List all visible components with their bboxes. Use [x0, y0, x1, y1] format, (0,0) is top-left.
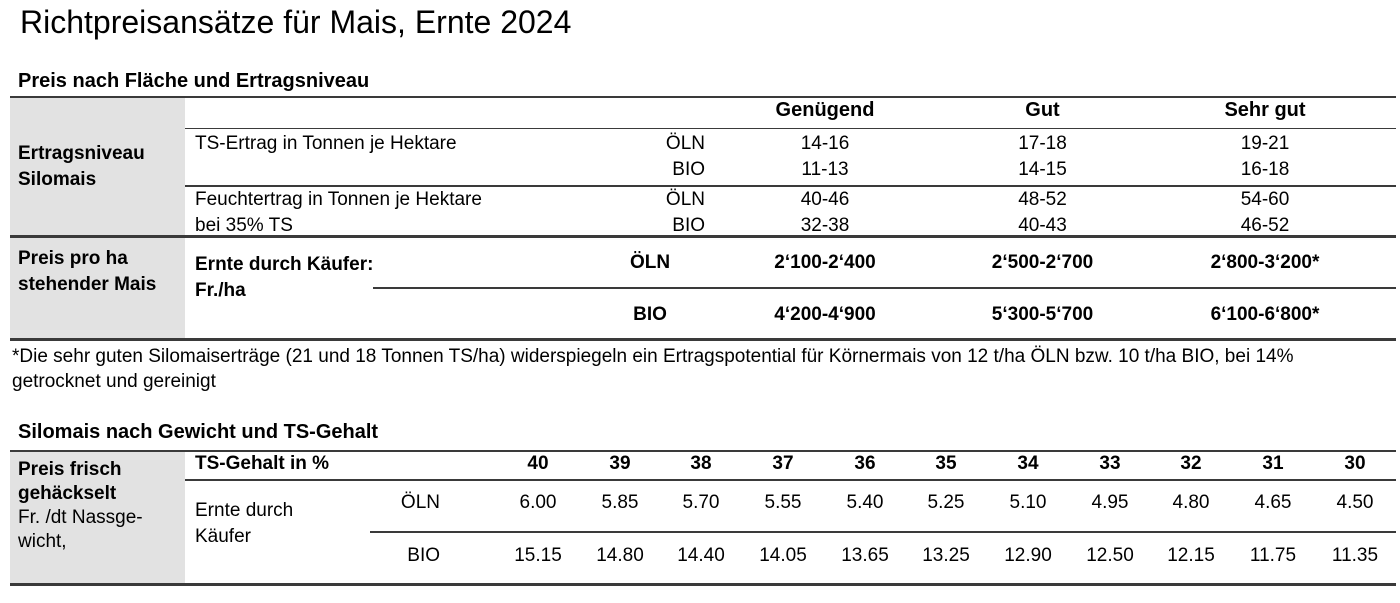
- table-cell: 4.50: [1336, 492, 1374, 513]
- page-title: Richtpreisansätze für Mais, Ernte 2024: [20, 4, 572, 40]
- table-cell: 14.80: [596, 545, 644, 566]
- table-cell: 11.35: [1331, 545, 1379, 566]
- table-cell: 16-18: [1240, 159, 1290, 180]
- table-cell: 46-52: [1240, 215, 1290, 236]
- price-cell: 2‘500-2‘700: [991, 252, 1094, 273]
- price-label-line1: Ernte durch Käufer:: [195, 254, 374, 275]
- table2-bottom-border: [10, 583, 1396, 586]
- block1-label: TS-Ertrag in Tonnen je Hektare: [195, 133, 457, 154]
- table-cell: 5.70: [682, 492, 720, 513]
- table-cell: 40-46: [800, 189, 850, 210]
- variant-label: ÖLN: [665, 133, 705, 154]
- price-cell: 4‘200-4‘900: [774, 304, 876, 325]
- table-cell: 13.25: [922, 545, 970, 566]
- row-header-fill: [10, 450, 185, 585]
- table-cell: 19-21: [1240, 133, 1290, 154]
- table-cell: 5.25: [927, 492, 965, 513]
- section2-heading: Silomais nach Gewicht und TS-Gehalt: [18, 421, 379, 443]
- ts-col-header: 33: [1099, 453, 1121, 474]
- table1-header-divider: [185, 128, 1396, 129]
- table-cell: 15.15: [514, 545, 562, 566]
- table-cell: 13.65: [841, 545, 889, 566]
- variant-label: ÖLN: [400, 492, 440, 513]
- block2-label-line2: bei 35% TS: [195, 215, 293, 236]
- ts-col-header: 31: [1262, 453, 1284, 474]
- price-cell: 6‘100-6‘800*: [1210, 304, 1320, 325]
- variant-label: BIO: [672, 215, 705, 236]
- price-cell: 5‘300-5‘700: [991, 304, 1094, 325]
- table-cell: 14-15: [1018, 159, 1067, 180]
- table-cell: 32-38: [800, 215, 850, 236]
- row-header-rest-part: Fr. /dt Nassge-wicht,: [18, 507, 143, 552]
- col-header-sehr-gut: Sehr gut: [1224, 99, 1306, 121]
- table2-top-border: [10, 450, 1396, 452]
- table-cell: 12.50: [1086, 545, 1134, 566]
- row-header-preis-frisch: Preis frisch gehäckselt Fr. /dt Nassge-w…: [18, 458, 178, 554]
- ts-col-header: 39: [609, 453, 631, 474]
- table-cell: 5.10: [1009, 492, 1047, 513]
- table1-section-border: [10, 235, 1396, 238]
- ts-gehalt-label: TS-Gehalt in %: [195, 453, 330, 474]
- ts-col-header: 37: [772, 453, 794, 474]
- footnote: *Die sehr guten Silomaiserträge (21 und …: [12, 346, 1294, 392]
- ts-col-header: 36: [854, 453, 876, 474]
- row-header-bold-part: Preis frisch gehäckselt: [18, 459, 122, 504]
- table-cell: 12.90: [1004, 545, 1052, 566]
- price-label-line2: Fr./ha: [195, 280, 246, 301]
- table-cell: 4.80: [1172, 492, 1210, 513]
- table-cell: 5.40: [846, 492, 884, 513]
- group-label-ernte-durch-kaeufer: Ernte durch Käufer: [195, 500, 294, 547]
- row-header-fill: [10, 96, 185, 341]
- block2-label: Feuchtertrag in Tonnen je Hektare: [195, 189, 482, 210]
- ts-col-header: 35: [935, 453, 957, 474]
- table2-header-divider: [185, 479, 1396, 481]
- table-cell: 40-43: [1018, 215, 1067, 236]
- table-cell: 5.55: [764, 492, 802, 513]
- variant-label: BIO: [672, 159, 705, 180]
- table-cell: 6.00: [519, 492, 557, 513]
- table1-bottom-border: [10, 338, 1396, 341]
- table1-block-divider: [185, 185, 1396, 187]
- ts-col-header: 30: [1344, 453, 1366, 474]
- table-cell: 48-52: [1018, 189, 1067, 210]
- variant-label: ÖLN: [665, 189, 705, 210]
- section1-heading: Preis nach Fläche und Ertragsniveau: [18, 70, 370, 92]
- table-cell: 5.85: [601, 492, 639, 513]
- price-cell: 2‘800-3‘200*: [1210, 252, 1320, 273]
- table-cell: 12.15: [1167, 545, 1215, 566]
- table-cell: 11-13: [801, 159, 849, 180]
- table-cell: 54-60: [1240, 189, 1290, 210]
- table-preis-nach-flaeche: Ertragsniveau Silomais Preis pro ha steh…: [10, 96, 1396, 341]
- table-cell: 4.65: [1254, 492, 1292, 513]
- variant-label: BIO: [407, 545, 440, 566]
- col-header-genuegend: Genügend: [775, 99, 875, 121]
- table1-top-border: [10, 96, 1396, 98]
- table2-row-divider: [370, 531, 1396, 533]
- ts-col-header: 32: [1180, 453, 1202, 474]
- table-cell: 14-16: [800, 133, 850, 154]
- row-header-ertragsniveau: Ertragsniveau Silomais: [18, 143, 145, 190]
- table-cell: 17-18: [1018, 133, 1067, 154]
- variant-label: BIO: [633, 304, 667, 325]
- table-cell: 4.95: [1091, 492, 1129, 513]
- col-header-gut: Gut: [1025, 99, 1060, 121]
- variant-label: ÖLN: [629, 252, 671, 273]
- ts-col-header: 38: [690, 453, 712, 474]
- table1-price-divider: [373, 287, 1396, 289]
- row-header-preis-pro-ha: Preis pro ha stehender Mais: [18, 248, 157, 295]
- ts-col-header: 34: [1017, 453, 1039, 474]
- price-cell: 2‘100-2‘400: [774, 252, 876, 273]
- table-cell: 14.40: [677, 545, 725, 566]
- table-cell: 11.75: [1249, 545, 1297, 566]
- table-cell: 14.05: [759, 545, 807, 566]
- ts-col-header: 40: [527, 453, 549, 474]
- table-silomais-ts-gehalt: Preis frisch gehäckselt Fr. /dt Nassge-w…: [10, 450, 1396, 586]
